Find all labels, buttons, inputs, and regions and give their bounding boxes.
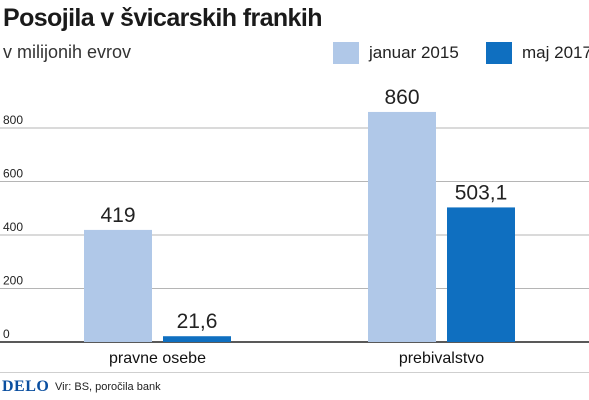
footer-divider	[0, 372, 589, 373]
bar-prebivalstvo-series-0	[368, 111, 436, 342]
y-tick-label-200: 200	[3, 274, 23, 288]
bar-pravne-osebe-series-0	[84, 229, 152, 342]
y-tick-label-800: 800	[3, 113, 23, 127]
data-label-pravne-osebe-series-1: 21,6	[177, 310, 218, 333]
chart-subtitle: v milijonih evrov	[3, 42, 132, 62]
legend-item-januar-2015: januar 2015	[333, 42, 459, 64]
y-tick-label-600: 600	[3, 167, 23, 181]
footer: DELO Vir: BS, poročila bank	[0, 372, 589, 400]
legend-label-januar-2015: januar 2015	[369, 43, 459, 62]
legend-label-maj-2017: maj 2017	[522, 43, 589, 62]
source-note: Vir: BS, poročila bank	[55, 381, 161, 393]
brand-logo: DELO	[2, 378, 50, 395]
data-label-prebivalstvo-series-0: 860	[384, 86, 419, 109]
y-tick-label-400: 400	[3, 220, 23, 234]
data-label-pravne-osebe-series-0: 419	[100, 204, 135, 227]
legend-item-maj-2017: maj 2017	[486, 42, 589, 64]
category-label-pravne-osebe: pravne osebe	[109, 350, 206, 367]
y-tick-label-0: 0	[3, 327, 10, 341]
chart-title: Posojila v švicarskih frankih	[3, 4, 322, 32]
category-label-prebivalstvo: prebivalstvo	[399, 350, 484, 367]
data-label-prebivalstvo-series-1: 503,1	[455, 181, 508, 204]
legend-swatch-januar-2015	[333, 42, 359, 64]
legend-swatch-maj-2017	[486, 42, 512, 64]
bar-pravne-osebe-series-1	[163, 336, 231, 342]
bar-chart: 0 200 400 600 800 419 21,6 pravne osebe 860 503,1…	[0, 86, 589, 367]
bar-prebivalstvo-series-1	[447, 207, 515, 342]
